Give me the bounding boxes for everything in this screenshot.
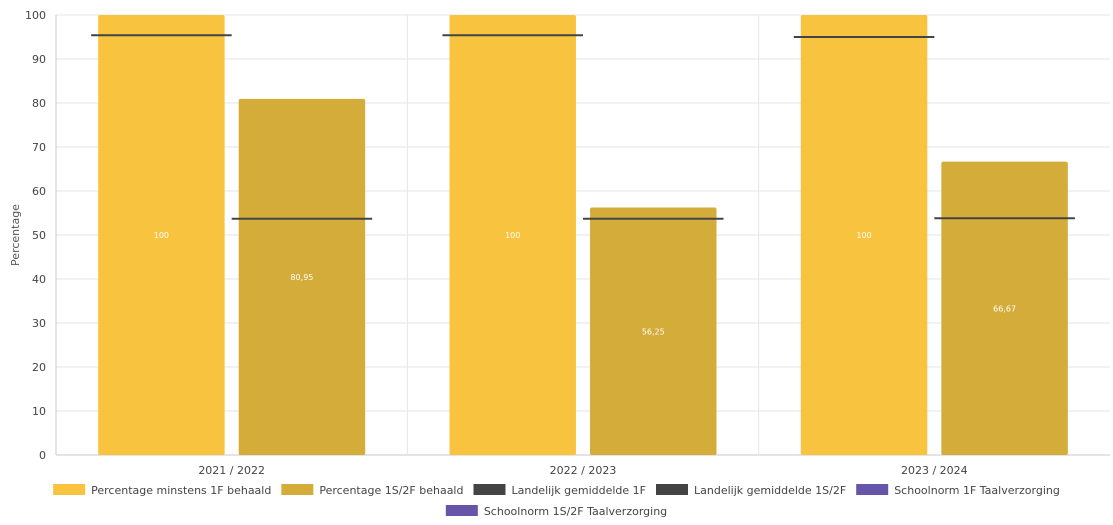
bar-value-label: 80,95 <box>290 273 313 282</box>
bar <box>449 15 576 455</box>
bar <box>941 161 1068 456</box>
bar <box>590 207 717 455</box>
y-tick-label: 60 <box>32 185 46 198</box>
x-category-label: 2021 / 2022 <box>198 464 265 477</box>
y-tick-label: 70 <box>32 141 46 154</box>
legend-label: Percentage minstens 1F behaald <box>91 484 271 497</box>
legend-swatch <box>473 484 506 495</box>
x-category-label: 2022 / 2023 <box>550 464 617 477</box>
y-tick-label: 80 <box>32 97 46 110</box>
y-tick-label: 40 <box>32 273 46 286</box>
y-tick-label: 50 <box>32 229 46 242</box>
legend-label: Schoolnorm 1S/2F Taalverzorging <box>484 505 667 518</box>
y-tick-label: 30 <box>32 317 46 330</box>
legend: Percentage minstens 1F behaald Percentage… <box>53 484 1060 518</box>
bar-value-label: 66,67 <box>993 304 1016 313</box>
bar-layer <box>98 15 1068 456</box>
y-tick-label: 90 <box>32 53 46 66</box>
bar-value-label: 56,25 <box>642 327 665 336</box>
y-tick-label: 10 <box>32 405 46 418</box>
legend-swatch <box>53 484 86 495</box>
grid-layer <box>55 14 1110 456</box>
legend-swatch <box>281 484 314 495</box>
legend-swatch <box>856 484 889 495</box>
legend-label: Schoolnorm 1F Taalverzorging <box>894 484 1060 497</box>
bar <box>238 98 366 455</box>
bar-value-label: 100 <box>505 231 520 240</box>
bar <box>98 15 225 455</box>
bar-value-label: 100 <box>856 231 871 240</box>
legend-label: Percentage 1S/2F behaald <box>319 484 463 497</box>
legend-swatch <box>445 505 478 516</box>
legend-swatch <box>656 484 688 495</box>
bar <box>800 15 928 455</box>
y-tick-label: 20 <box>32 361 46 374</box>
legend-label: Landelijk gemiddelde 1S/2F <box>694 484 846 497</box>
legend-label: Landelijk gemiddelde 1F <box>511 484 646 497</box>
y-tick-label: 100 <box>25 9 46 22</box>
reference-line-layer <box>91 34 1075 220</box>
y-tick-label: 0 <box>39 449 46 462</box>
x-category-label: 2023 / 2024 <box>901 464 968 477</box>
label-layer: 0 10 20 30 40 50 60 70 80 90 100 100 80,95 2021 / 202… <box>25 9 1016 477</box>
bar-value-label: 100 <box>154 231 169 240</box>
y-axis-title: Percentage <box>9 204 22 266</box>
